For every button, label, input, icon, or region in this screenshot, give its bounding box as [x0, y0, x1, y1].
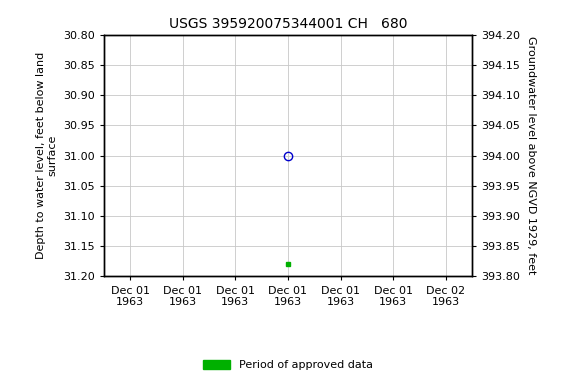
Y-axis label: Depth to water level, feet below land
surface: Depth to water level, feet below land su… — [36, 52, 58, 259]
Title: USGS 395920075344001 CH   680: USGS 395920075344001 CH 680 — [169, 17, 407, 31]
Y-axis label: Groundwater level above NGVD 1929, feet: Groundwater level above NGVD 1929, feet — [526, 36, 536, 275]
Legend: Period of approved data: Period of approved data — [198, 356, 378, 375]
